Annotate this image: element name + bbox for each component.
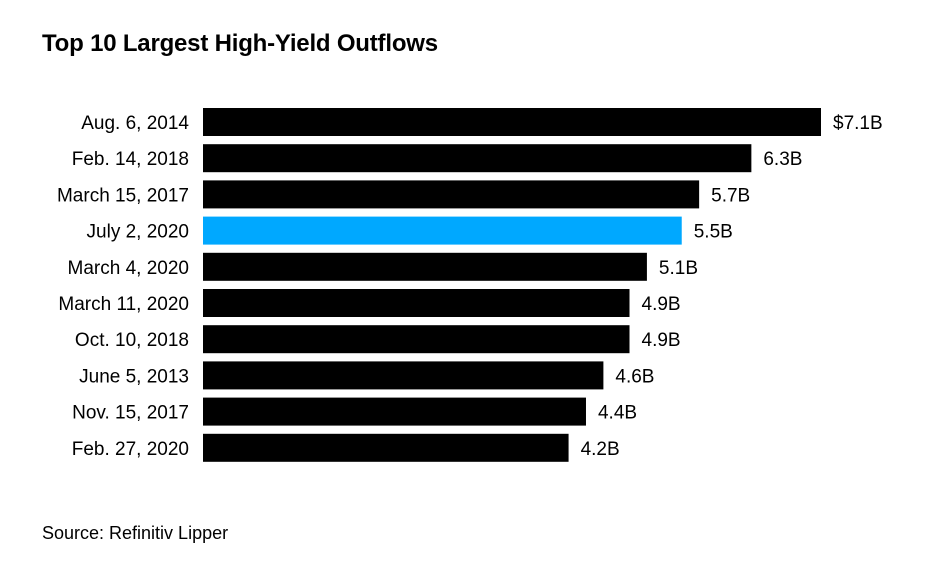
category-label-7: June 5, 2013	[79, 366, 189, 387]
value-label-9: 4.2B	[581, 439, 620, 460]
category-label-5: March 11, 2020	[58, 294, 189, 315]
value-label-7: 4.6B	[615, 366, 654, 387]
value-label-4: 5.1B	[659, 258, 698, 279]
value-label-0: $7.1B	[833, 113, 883, 134]
category-label-1: Feb. 14, 2018	[72, 149, 189, 170]
category-labels-group: Aug. 6, 2014 Feb. 14, 2018 March 15, 2017 J…	[57, 113, 189, 460]
bar-2	[203, 180, 700, 209]
bar-6	[203, 325, 630, 354]
value-label-5: 4.9B	[642, 294, 681, 315]
category-label-8: Nov. 15, 2017	[72, 403, 189, 424]
value-label-6: 4.9B	[642, 330, 681, 351]
category-label-0: Aug. 6, 2014	[81, 113, 189, 134]
bar-7	[203, 361, 604, 390]
bar-8	[203, 397, 586, 426]
category-label-6: Oct. 10, 2018	[75, 330, 189, 351]
source-note: Source: Refinitiv Lipper	[42, 523, 229, 543]
category-label-9: Feb. 27, 2020	[72, 439, 189, 460]
value-label-8: 4.4B	[598, 403, 637, 424]
value-labels-group: $7.1B 6.3B 5.7B 5.5B 5.1B 4.9B 4.9B 4.6B 4.4B 4.2…	[581, 113, 883, 460]
chart-title: Top 10 Largest High-Yield Outflows	[42, 30, 438, 57]
bar-0	[203, 108, 821, 136]
value-label-3: 5.5B	[694, 222, 733, 243]
category-label-4: March 4, 2020	[68, 258, 189, 279]
bars-group	[203, 108, 821, 462]
bar-9	[203, 433, 569, 462]
value-label-2: 5.7B	[711, 185, 750, 206]
bar-1	[203, 144, 752, 173]
category-label-2: March 15, 2017	[57, 185, 189, 206]
bar-3	[203, 216, 682, 245]
bar-4	[203, 252, 647, 281]
value-label-1: 6.3B	[763, 149, 802, 170]
bar-5	[203, 289, 630, 317]
category-label-3: July 2, 2020	[87, 222, 189, 243]
